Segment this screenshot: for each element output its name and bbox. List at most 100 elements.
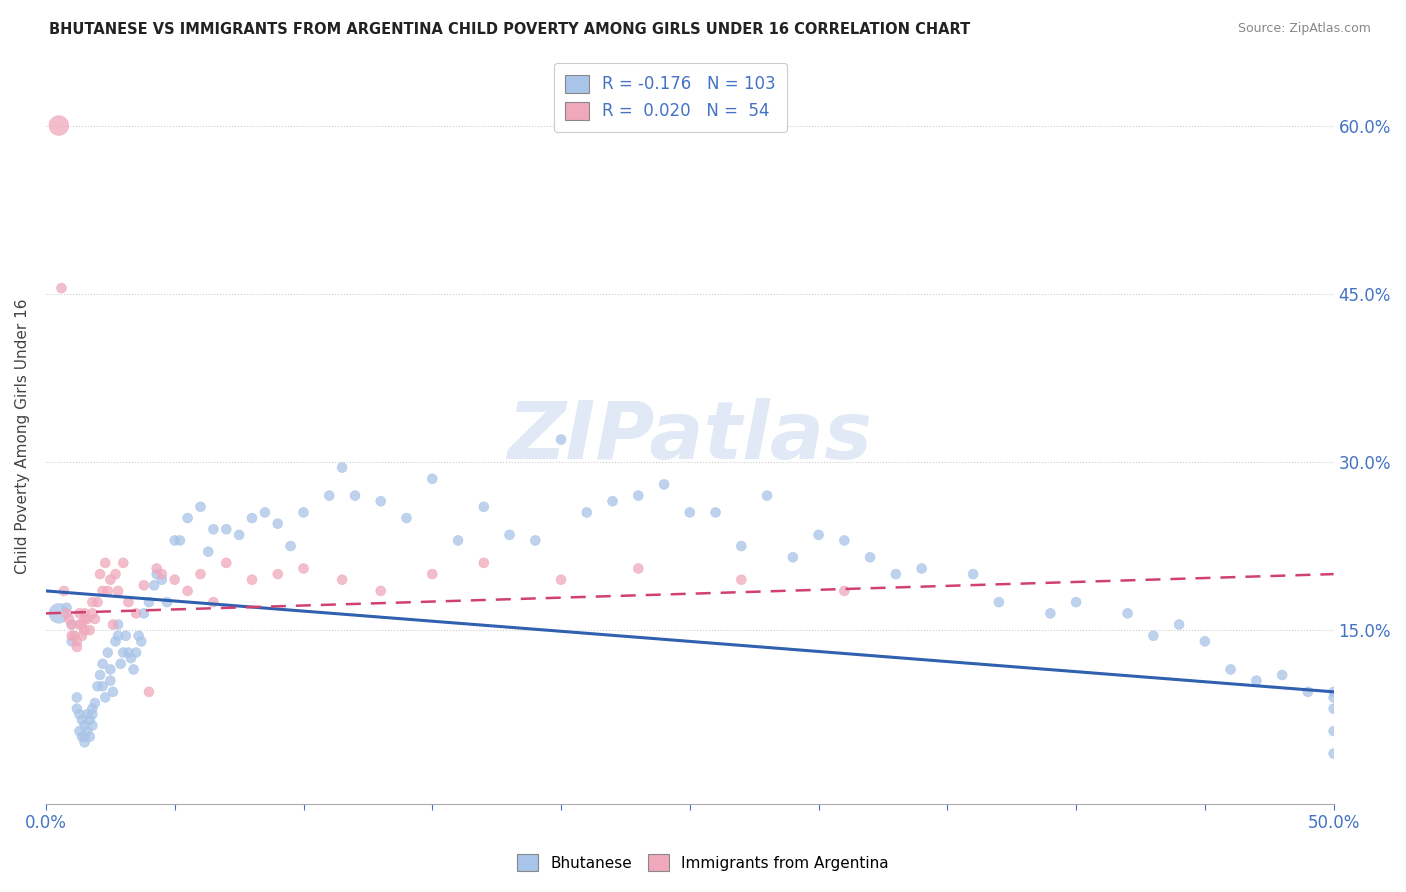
Point — [679, 505, 702, 519]
Point — [215, 522, 238, 536]
Point — [1039, 607, 1062, 621]
Point — [163, 533, 186, 548]
Point — [627, 561, 650, 575]
Point — [122, 662, 145, 676]
Point — [292, 505, 315, 519]
Point — [73, 735, 96, 749]
Point — [627, 489, 650, 503]
Point — [550, 573, 572, 587]
Point — [1246, 673, 1268, 688]
Point — [101, 617, 124, 632]
Point — [228, 528, 250, 542]
Point — [190, 567, 212, 582]
Point — [138, 595, 160, 609]
Point — [82, 701, 104, 715]
Point — [730, 539, 752, 553]
Legend: Bhutanese, Immigrants from Argentina: Bhutanese, Immigrants from Argentina — [510, 848, 896, 877]
Point — [89, 668, 111, 682]
Point — [197, 544, 219, 558]
Point — [125, 646, 148, 660]
Point — [202, 522, 225, 536]
Point — [1194, 634, 1216, 648]
Point — [70, 629, 93, 643]
Point — [756, 489, 779, 503]
Point — [150, 573, 173, 587]
Point — [98, 573, 121, 587]
Point — [94, 690, 117, 705]
Point — [1296, 685, 1319, 699]
Legend: R = -0.176   N = 103, R =  0.020   N =  54: R = -0.176 N = 103, R = 0.020 N = 54 — [554, 63, 787, 132]
Point — [107, 583, 129, 598]
Point — [704, 505, 727, 519]
Text: BHUTANESE VS IMMIGRANTS FROM ARGENTINA CHILD POVERTY AMONG GIRLS UNDER 16 CORREL: BHUTANESE VS IMMIGRANTS FROM ARGENTINA C… — [49, 22, 970, 37]
Point — [55, 600, 77, 615]
Point — [169, 533, 191, 548]
Point — [73, 623, 96, 637]
Point — [48, 119, 70, 133]
Point — [1064, 595, 1087, 609]
Point — [807, 528, 830, 542]
Point — [602, 494, 624, 508]
Point — [86, 595, 108, 609]
Point — [240, 511, 263, 525]
Point — [156, 595, 179, 609]
Point — [318, 489, 340, 503]
Point — [91, 679, 114, 693]
Point — [79, 730, 101, 744]
Point — [1323, 724, 1346, 739]
Point — [117, 595, 139, 609]
Point — [150, 567, 173, 582]
Point — [962, 567, 984, 582]
Point — [60, 634, 83, 648]
Point — [97, 583, 120, 598]
Point — [176, 583, 198, 598]
Point — [82, 718, 104, 732]
Text: Source: ZipAtlas.com: Source: ZipAtlas.com — [1237, 22, 1371, 36]
Point — [73, 607, 96, 621]
Point — [70, 617, 93, 632]
Point — [575, 505, 598, 519]
Point — [1116, 607, 1139, 621]
Point — [472, 500, 495, 514]
Point — [202, 595, 225, 609]
Point — [652, 477, 675, 491]
Point — [91, 657, 114, 671]
Point — [420, 567, 443, 582]
Point — [132, 607, 155, 621]
Point — [82, 595, 104, 609]
Point — [73, 718, 96, 732]
Point — [114, 629, 136, 643]
Point — [498, 528, 520, 542]
Point — [73, 730, 96, 744]
Point — [145, 567, 167, 582]
Point — [782, 550, 804, 565]
Point — [730, 573, 752, 587]
Point — [550, 433, 572, 447]
Point — [420, 472, 443, 486]
Point — [51, 281, 73, 295]
Point — [70, 713, 93, 727]
Point — [1323, 685, 1346, 699]
Point — [1142, 629, 1164, 643]
Point — [143, 578, 166, 592]
Point — [138, 685, 160, 699]
Point — [215, 556, 238, 570]
Point — [76, 724, 98, 739]
Point — [370, 494, 392, 508]
Point — [70, 730, 93, 744]
Point — [76, 707, 98, 722]
Point — [66, 634, 89, 648]
Point — [58, 612, 80, 626]
Point — [280, 539, 302, 553]
Point — [48, 607, 70, 621]
Point — [82, 607, 104, 621]
Point — [190, 500, 212, 514]
Point — [79, 713, 101, 727]
Point — [98, 673, 121, 688]
Point — [117, 646, 139, 660]
Point — [343, 489, 366, 503]
Point — [112, 556, 135, 570]
Point — [69, 724, 91, 739]
Point — [104, 634, 127, 648]
Point — [910, 561, 932, 575]
